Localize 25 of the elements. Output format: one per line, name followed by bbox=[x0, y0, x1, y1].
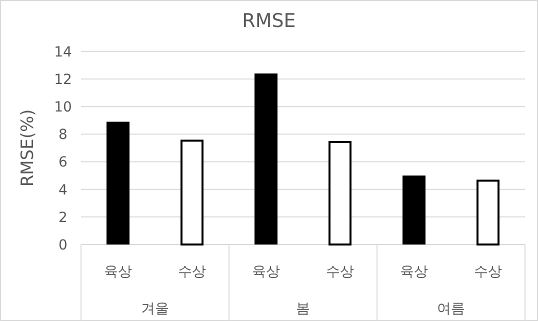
x-tick-label: 봄 bbox=[296, 301, 310, 317]
text: 수상 bbox=[326, 264, 354, 280]
chart-title: RMSE bbox=[242, 10, 296, 32]
y-tick-label: 8 bbox=[58, 127, 68, 144]
y-tick-label: 12 bbox=[54, 72, 72, 88]
text: 육상 bbox=[400, 264, 428, 280]
y-tick-label: 0 bbox=[58, 238, 68, 254]
y-tick-label: 10 bbox=[54, 100, 72, 116]
x-tick-label: 여름 bbox=[437, 301, 465, 317]
text: 수상 bbox=[474, 264, 502, 280]
y-tick-label: 2 bbox=[58, 210, 68, 226]
bar bbox=[328, 141, 352, 246]
bar bbox=[106, 122, 130, 244]
bar bbox=[180, 140, 204, 246]
y-tick-label: 6 bbox=[58, 154, 68, 171]
bar bbox=[402, 176, 426, 244]
series-label: 육상 bbox=[104, 264, 132, 280]
x-tick-label: 겨울 bbox=[141, 301, 169, 317]
bar bbox=[254, 73, 278, 244]
y-tick-label: 14 bbox=[54, 44, 72, 60]
bar bbox=[476, 180, 500, 246]
y-tick-label: 4 bbox=[58, 182, 68, 198]
text: 육상 bbox=[252, 264, 280, 280]
y-axis-title: RMSE(%) bbox=[18, 109, 38, 187]
series-label: 수상 bbox=[178, 264, 206, 280]
